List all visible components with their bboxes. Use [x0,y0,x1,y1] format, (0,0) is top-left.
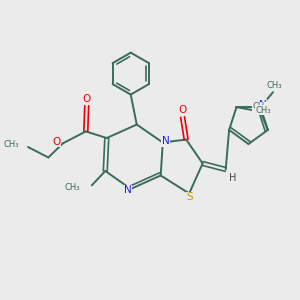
Text: S: S [186,192,193,202]
Text: O: O [52,136,61,147]
Text: CH₃: CH₃ [65,183,80,192]
Text: O: O [178,106,187,116]
Text: CH₃: CH₃ [267,81,282,90]
Text: CH₃: CH₃ [256,106,271,115]
Text: O: O [82,94,91,104]
Text: CH₃: CH₃ [4,140,19,148]
Text: N: N [124,185,132,195]
Text: CH₃: CH₃ [252,102,268,111]
Text: N: N [162,136,170,146]
Text: H: H [229,173,236,183]
Text: N: N [259,100,267,110]
